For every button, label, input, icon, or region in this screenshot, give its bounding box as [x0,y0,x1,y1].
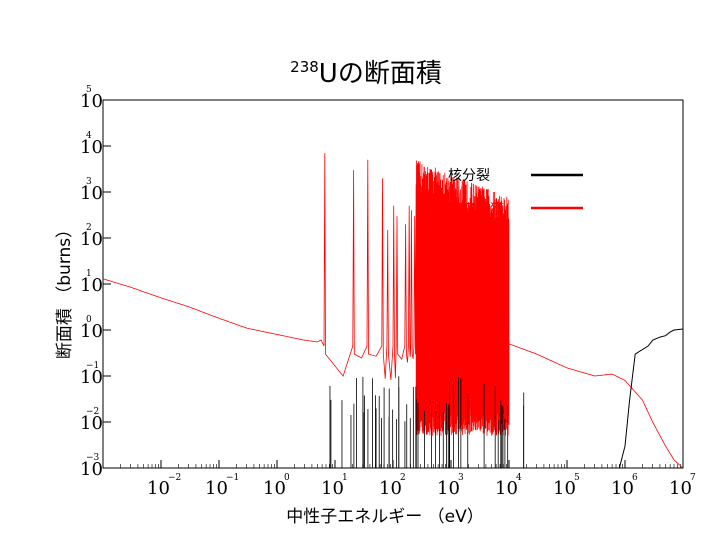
y-tick-label: 10 [80,91,103,112]
x-tick-label: 10 [495,478,518,499]
y-tick-exponent: −3 [86,453,100,463]
x-tick-exponent: −2 [168,473,181,483]
x-tick-label: 10 [553,478,576,499]
y-tick-label: 10 [80,229,103,250]
x-tick-label: 10 [321,478,344,499]
x-tick-label: 10 [437,478,460,499]
chart-title-text: Uの断面積 [319,59,442,89]
chart-title: 238Uの断面積 [290,58,442,89]
y-tick-exponent: 3 [86,177,92,187]
x-tick-exponent: 3 [458,473,464,483]
y-axis-label: 断面積 （burns） [55,221,75,359]
x-tick-label: 10 [611,478,634,499]
y-tick-exponent: 1 [86,269,92,279]
x-tick-label: 10 [205,478,228,499]
y-tick-label: 10 [80,367,103,388]
y-tick-exponent: −2 [86,407,99,417]
legend-label-fission: 核分裂 [448,168,490,184]
x-tick-exponent: −1 [226,473,239,483]
series-capture [102,153,684,469]
y-tick-label: 10 [80,275,103,296]
y-tick-exponent: −1 [86,361,99,371]
x-tick-exponent: 0 [284,473,290,483]
capture-cross-section-line [102,153,684,469]
legend: 核分裂 中性子捕獲 [434,168,583,218]
y-tick-label: 10 [80,459,103,480]
y-tick-label: 10 [80,321,103,342]
x-tick-exponent: 2 [400,473,406,483]
y-tick-label: 10 [80,413,103,434]
y-tick-exponent: 0 [86,315,92,325]
series-fission [329,328,684,469]
y-tick-label: 10 [80,183,103,204]
x-tick-label: 10 [379,478,402,499]
x-tick-label: 10 [669,478,692,499]
legend-label-capture: 中性子捕獲 [434,202,504,218]
fission-threshold-line [618,328,684,469]
x-tick-label: 10 [263,478,286,499]
x-axis-label: 中性子エネルギー （eV） [286,507,484,527]
y-tick-exponent: 4 [86,131,92,141]
x-tick-label: 10 [147,478,170,499]
chart-title-isotope: 238 [290,58,319,76]
x-tick-exponent: 7 [690,473,696,483]
x-tick-exponent: 5 [574,473,580,483]
y-tick-label: 10 [80,137,103,158]
x-tick-exponent: 6 [632,473,638,483]
y-tick-exponent: 5 [86,85,92,95]
x-tick-exponent: 1 [342,473,348,483]
x-tick-exponent: 4 [516,473,522,483]
y-tick-exponent: 2 [86,223,92,233]
